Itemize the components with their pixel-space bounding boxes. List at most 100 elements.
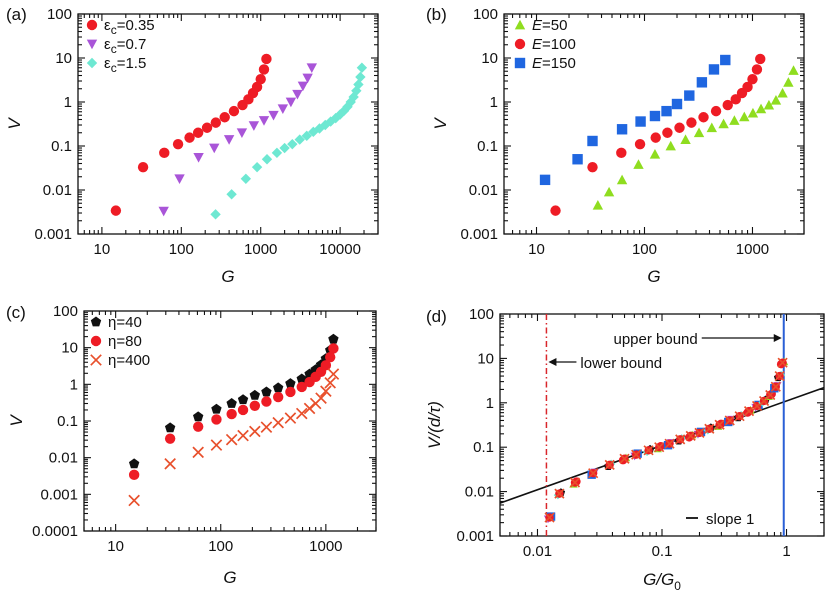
- data-point: [260, 421, 273, 433]
- data-point: [237, 429, 249, 442]
- data-point: [665, 140, 676, 151]
- data-point: [164, 422, 176, 433]
- data-point: [261, 396, 272, 407]
- panel-a-legend-label-1: εc=0.7: [104, 36, 146, 56]
- panel-c-xlabel: G: [223, 568, 236, 587]
- data-point: [226, 408, 237, 420]
- panel-d-plot-area: [500, 314, 824, 536]
- data-point: [706, 122, 717, 133]
- data-point: [249, 389, 261, 400]
- data-point: [635, 116, 646, 127]
- data-point: [654, 442, 665, 453]
- data-point: [631, 449, 642, 460]
- panel-c-ytick-label: 1: [70, 376, 78, 393]
- data-point: [587, 161, 598, 173]
- panel-b-legend-marker-0: [514, 19, 526, 30]
- panel-a-xtick-label: 100: [169, 241, 194, 258]
- panel-a-plot-area: [110, 53, 368, 220]
- panel-b-series-0: [592, 65, 799, 210]
- data-point: [774, 370, 785, 382]
- data-point: [662, 127, 673, 138]
- panel-b-legend-label-2: E=150: [532, 55, 576, 72]
- panel-a-legend-marker-1: [86, 39, 98, 50]
- data-point: [272, 416, 284, 429]
- data-point: [603, 186, 615, 197]
- panel-c: 10 100 1000 0.0001 0.001 0.01 0.1 1 10 100 (c) G Vη=…: [6, 303, 377, 587]
- data-point: [294, 134, 305, 145]
- data-point: [569, 477, 581, 488]
- panel-a-xlabel: G: [221, 267, 234, 286]
- panel-c-ytick-label: 0.0001: [32, 523, 78, 540]
- panel-a-xtick-label: 1000: [244, 241, 277, 258]
- data-point: [684, 90, 695, 101]
- panel-c-label: (c): [6, 303, 26, 322]
- data-point: [164, 458, 176, 470]
- data-point: [355, 71, 366, 83]
- data-point: [328, 343, 339, 354]
- data-point: [295, 407, 308, 420]
- panel-b-legend-marker-1: [514, 38, 526, 50]
- data-point: [255, 73, 266, 85]
- data-point: [268, 110, 279, 121]
- panel-d-xtick-label: 1: [782, 543, 790, 560]
- panel-c-series-0: [128, 333, 339, 469]
- data-point: [661, 105, 672, 117]
- panel-b-ytick-label: 0.001: [460, 226, 498, 243]
- data-point: [718, 118, 729, 129]
- panel-b-legend-label-1: E=100: [532, 36, 576, 53]
- data-point: [351, 85, 362, 96]
- panel-a-ylabel: V: [5, 117, 24, 130]
- data-point: [722, 99, 733, 111]
- panel-b-series-1: [550, 53, 766, 216]
- panel-a-ytick-label: 0.01: [43, 182, 72, 199]
- data-point: [226, 189, 237, 200]
- data-point: [747, 107, 759, 118]
- panel-d-ytick-label: 100: [469, 306, 494, 323]
- data-point: [671, 98, 683, 110]
- data-point: [755, 53, 766, 65]
- panel-b-ylabel: V: [431, 117, 450, 130]
- data-point: [228, 105, 240, 117]
- data-point: [297, 81, 309, 92]
- data-point: [714, 419, 725, 430]
- data-point: [751, 64, 763, 75]
- panel-a-series-2: [210, 62, 368, 220]
- panel-b-xtick-label: 10: [528, 241, 545, 258]
- upper-bound-label: upper bound: [613, 331, 697, 348]
- data-point: [739, 111, 750, 122]
- data-point: [284, 412, 297, 424]
- panel-d-ytick-label: 0.1: [473, 439, 494, 456]
- data-point: [110, 205, 122, 216]
- data-point: [650, 132, 661, 143]
- data-point: [287, 138, 298, 150]
- panel-a-ytick-label: 0.001: [34, 226, 72, 243]
- data-point: [279, 142, 290, 154]
- data-point: [325, 351, 336, 363]
- data-point: [277, 104, 289, 115]
- data-point: [743, 406, 755, 417]
- panel-d: 0.01 0.1 1 0.001 0.01 0.1 1 10 100 (d) G/G0 V/(d/τ)…: [425, 306, 825, 593]
- data-point: [219, 112, 230, 123]
- data-point: [261, 386, 272, 397]
- panel-d-xlabel: G/G0: [643, 570, 681, 593]
- panel-a-xtick-label: 10: [94, 241, 111, 258]
- data-point: [616, 147, 627, 159]
- data-point: [192, 411, 204, 422]
- panel-a-legend-marker-2: [86, 57, 98, 69]
- data-point: [770, 94, 782, 105]
- data-point: [192, 421, 204, 432]
- data-point: [193, 153, 204, 163]
- panel-c-xtick-label: 10: [107, 538, 124, 555]
- panel-b-ytick-label: 0.01: [469, 182, 498, 199]
- panel-c-plot-area: [128, 333, 340, 507]
- data-point: [685, 430, 696, 441]
- data-point: [328, 333, 339, 344]
- panel-a-series-1: [158, 63, 318, 217]
- panel-b-ytick-label: 1: [490, 94, 498, 111]
- panel-b-ytick-label: 0.1: [477, 138, 498, 155]
- panel-b-series-2: [539, 54, 731, 186]
- data-point: [616, 174, 628, 185]
- data-point: [261, 154, 273, 165]
- panel-c-series-2: [128, 368, 340, 507]
